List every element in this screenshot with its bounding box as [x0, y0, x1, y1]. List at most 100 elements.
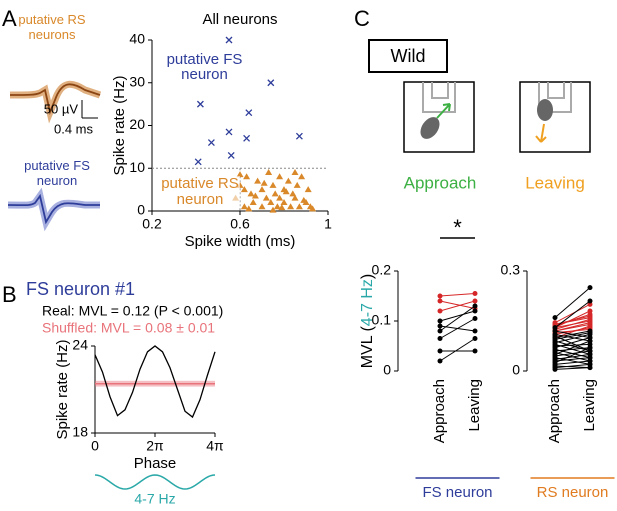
- pair-line: [554, 365, 591, 369]
- y-tick-label: 0: [512, 362, 520, 378]
- y-tick-label: 18: [72, 424, 88, 440]
- pair-line: [554, 360, 591, 365]
- waveform: [9, 83, 101, 115]
- point: [437, 358, 443, 364]
- oscillation: [94, 474, 216, 490]
- line: [94, 345, 216, 419]
- panel-label: C: [354, 6, 370, 31]
- pair-line: [554, 300, 591, 329]
- panel-label: A: [2, 6, 17, 31]
- pair-line: [554, 367, 591, 370]
- point: [437, 293, 443, 299]
- point: [298, 173, 306, 180]
- point: [300, 196, 308, 203]
- pair-line: [439, 300, 476, 312]
- point: [273, 203, 281, 210]
- pair-line: [439, 293, 476, 297]
- chart-title: FS neuron #1: [26, 279, 135, 299]
- pair-line: [554, 335, 591, 352]
- y-axis-label-part: 4-7 Hz: [359, 279, 376, 326]
- arrow: [436, 103, 451, 119]
- panel-label: B: [2, 282, 17, 307]
- point: [309, 205, 317, 212]
- y-tick-label: 24: [72, 337, 88, 353]
- point: [267, 79, 275, 87]
- point: [267, 198, 275, 205]
- y-tick-label: 20: [129, 116, 145, 132]
- point: [269, 206, 277, 213]
- point: [437, 298, 443, 304]
- point: [472, 298, 478, 304]
- waveform-label: putative RS neurons: [18, 12, 86, 42]
- x-tick-label: 0.6: [230, 216, 250, 232]
- waveform: [7, 193, 100, 225]
- x-axis-label: Spike width (ms): [185, 233, 296, 250]
- point: [472, 308, 478, 314]
- point: [262, 194, 270, 201]
- y-tick-label: 40: [129, 31, 145, 47]
- point: [236, 171, 244, 178]
- point: [587, 313, 593, 319]
- pair-line: [554, 340, 591, 352]
- point: [437, 318, 443, 324]
- pair-line: [439, 305, 476, 332]
- point: [227, 151, 235, 159]
- point: [437, 308, 443, 314]
- group-label: RS neuron: [537, 484, 609, 501]
- point: [587, 298, 593, 304]
- point: [587, 308, 593, 314]
- nest: [422, 82, 456, 113]
- x-tick-label: 4π: [206, 438, 224, 454]
- series-label: putative RS neuron: [160, 175, 240, 208]
- point: [587, 330, 593, 336]
- point: [437, 336, 443, 341]
- pair-line: [554, 333, 591, 344]
- y-tick-label: 30: [129, 73, 145, 89]
- x-tick-label: 0: [91, 438, 99, 454]
- point: [472, 328, 478, 334]
- pair-line: [554, 363, 591, 369]
- point: [291, 169, 299, 176]
- pair-line: [554, 353, 591, 360]
- pair-line: [554, 337, 591, 349]
- point: [247, 190, 255, 197]
- y-axis-label: Spike rate (Hz): [54, 339, 71, 439]
- x-tick-label: 0.2: [142, 216, 162, 232]
- point: [276, 194, 284, 201]
- series-label: putative FS neuron: [166, 51, 243, 83]
- point: [249, 198, 257, 205]
- point: [295, 203, 303, 210]
- y-tick-label: 0.3: [501, 262, 521, 278]
- point: [437, 323, 443, 329]
- point: [587, 285, 593, 291]
- point: [587, 348, 593, 354]
- point: [196, 100, 204, 108]
- pair-line: [554, 303, 591, 324]
- point: [587, 338, 593, 344]
- y-tick-label: 0.2: [372, 262, 392, 278]
- y-tick-label: 0: [137, 202, 145, 218]
- subtitle: Real: MVL = 0.12 (P < 0.001): [42, 303, 223, 319]
- point: [243, 134, 251, 142]
- condition-label: Wild: [391, 46, 426, 66]
- point: [437, 328, 443, 334]
- point: [278, 204, 286, 211]
- y-tick-label: 0: [383, 362, 391, 378]
- point: [280, 198, 288, 205]
- pair-line: [554, 347, 591, 364]
- waveform-label: putative FS neuron: [24, 158, 90, 188]
- point: [225, 36, 233, 44]
- y-axis-label-part: ): [359, 274, 376, 279]
- point: [251, 192, 259, 199]
- point: [240, 203, 248, 210]
- behavior-label: Leaving: [525, 173, 585, 192]
- chart-title: All neurons: [202, 11, 277, 28]
- point: [265, 169, 273, 176]
- point: [258, 186, 266, 193]
- pair-line: [554, 287, 591, 319]
- point: [240, 186, 248, 193]
- mouse: [420, 117, 440, 139]
- point: [245, 205, 253, 212]
